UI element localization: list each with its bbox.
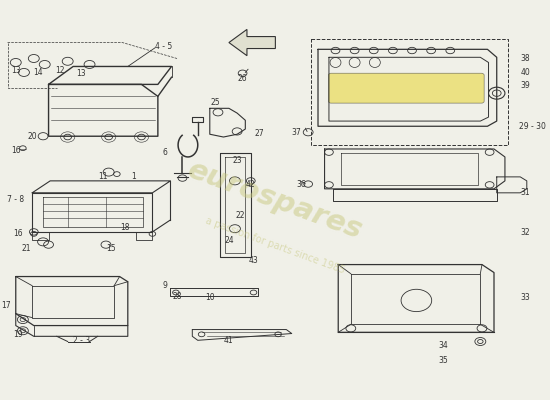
Text: 7 - 8: 7 - 8 [7,196,24,204]
Text: 2 - 3: 2 - 3 [73,336,90,345]
Text: 19: 19 [14,330,23,339]
Text: 6: 6 [163,148,167,158]
Text: 33: 33 [521,293,531,302]
Text: 13: 13 [11,66,20,75]
Text: 32: 32 [521,228,531,237]
Text: 22: 22 [235,212,245,220]
Text: 36: 36 [297,180,306,189]
Text: 38: 38 [521,54,531,63]
Text: 34: 34 [439,341,449,350]
Text: 29 - 30: 29 - 30 [519,122,546,131]
Text: 26: 26 [238,74,248,83]
Text: 20: 20 [28,132,37,141]
Text: 42: 42 [246,180,256,189]
Text: 1: 1 [131,172,136,181]
Text: eurospares: eurospares [184,155,367,245]
Text: 39: 39 [521,81,531,90]
Text: 25: 25 [211,98,220,107]
Text: 27: 27 [254,128,264,138]
Text: 18: 18 [120,224,130,232]
Text: 31: 31 [521,188,531,197]
Text: 41: 41 [224,336,234,345]
Text: 10: 10 [205,293,214,302]
Text: 28: 28 [172,292,182,301]
Text: 37: 37 [292,128,301,137]
Text: a passion for parts since 1985: a passion for parts since 1985 [204,216,346,276]
Text: 24: 24 [224,236,234,245]
Text: 13: 13 [76,69,86,78]
Text: 21: 21 [22,244,31,253]
Text: 12: 12 [55,66,64,75]
Text: 40: 40 [521,68,531,77]
Text: 43: 43 [249,256,258,265]
Polygon shape [229,29,276,56]
Text: 9: 9 [163,281,167,290]
Text: 14: 14 [33,68,42,77]
Text: 17: 17 [2,301,12,310]
Text: 35: 35 [439,356,449,365]
Text: 23: 23 [232,156,242,166]
FancyBboxPatch shape [328,73,484,103]
Text: 15: 15 [107,244,116,253]
Text: 4 - 5: 4 - 5 [155,42,172,51]
Text: 11: 11 [98,172,108,180]
Text: 16: 16 [14,229,23,238]
Text: 16: 16 [11,146,20,155]
